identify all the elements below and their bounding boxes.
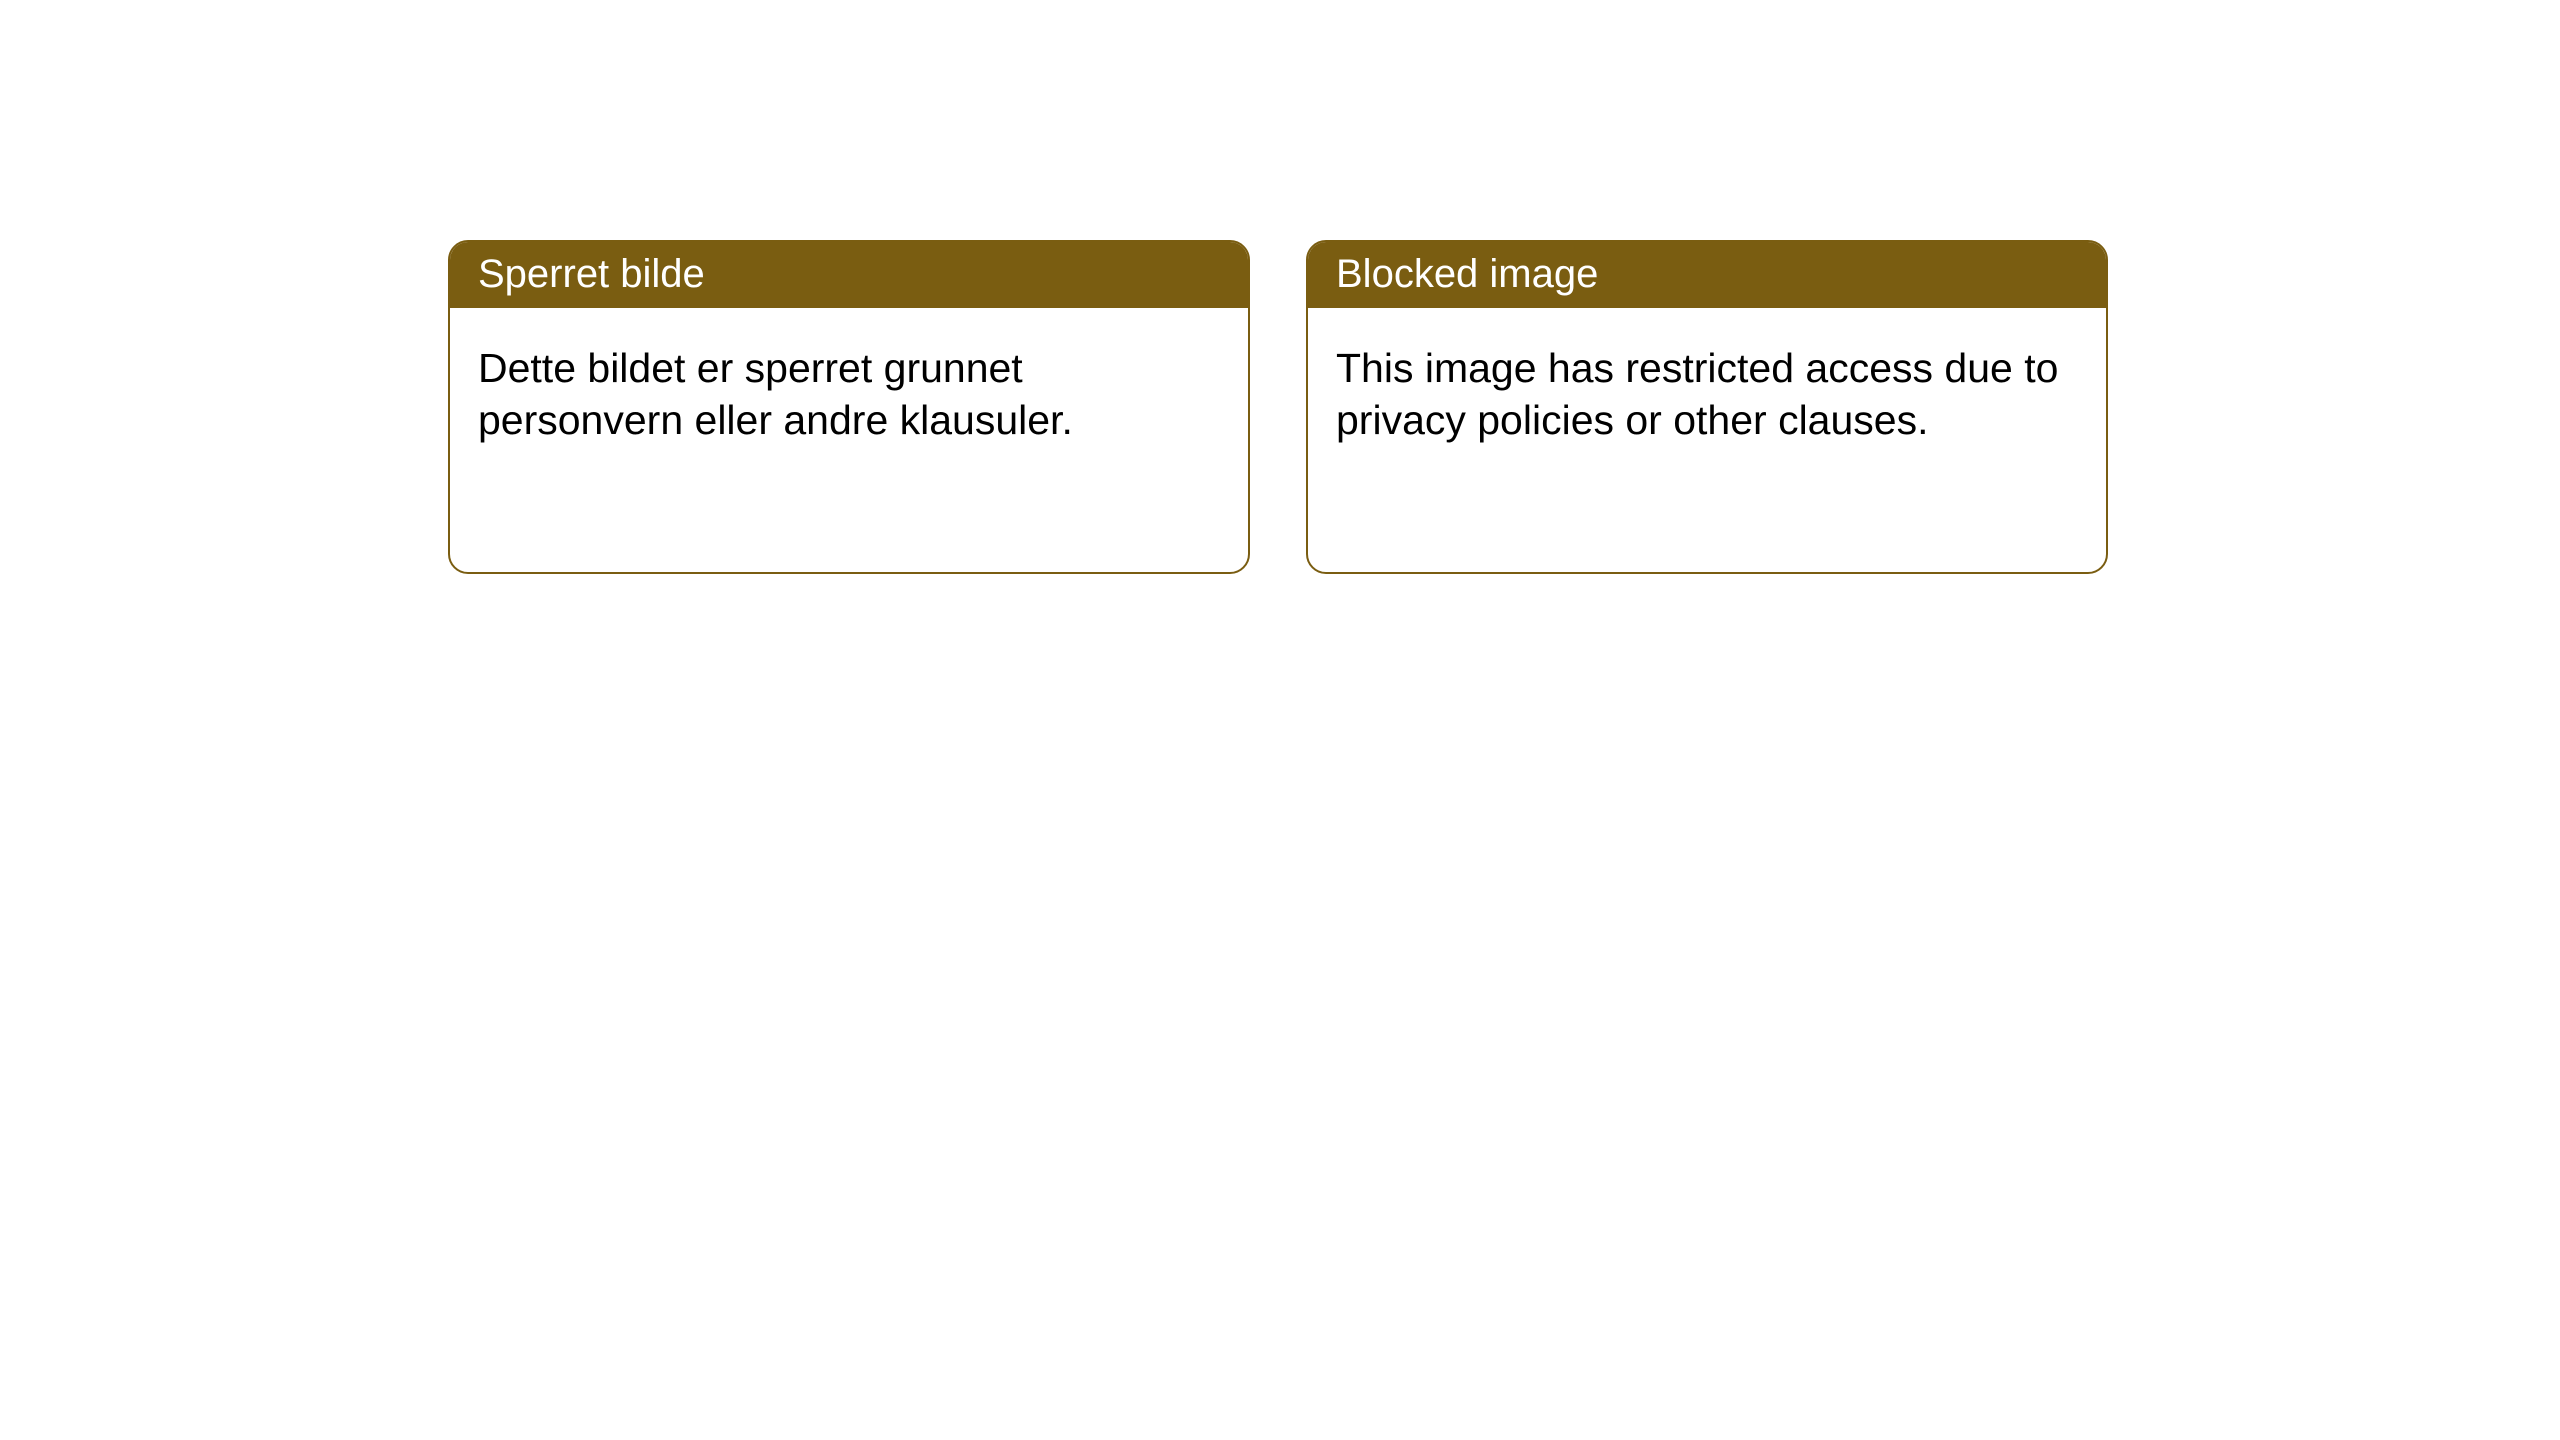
card-header: Blocked image (1308, 242, 2106, 308)
card-body-text: This image has restricted access due to … (1308, 308, 2106, 481)
card-header: Sperret bilde (450, 242, 1248, 308)
notice-card-norwegian: Sperret bilde Dette bildet er sperret gr… (448, 240, 1250, 574)
card-body-text: Dette bildet er sperret grunnet personve… (450, 308, 1248, 481)
blocked-image-notices: Sperret bilde Dette bildet er sperret gr… (448, 240, 2560, 574)
notice-card-english: Blocked image This image has restricted … (1306, 240, 2108, 574)
